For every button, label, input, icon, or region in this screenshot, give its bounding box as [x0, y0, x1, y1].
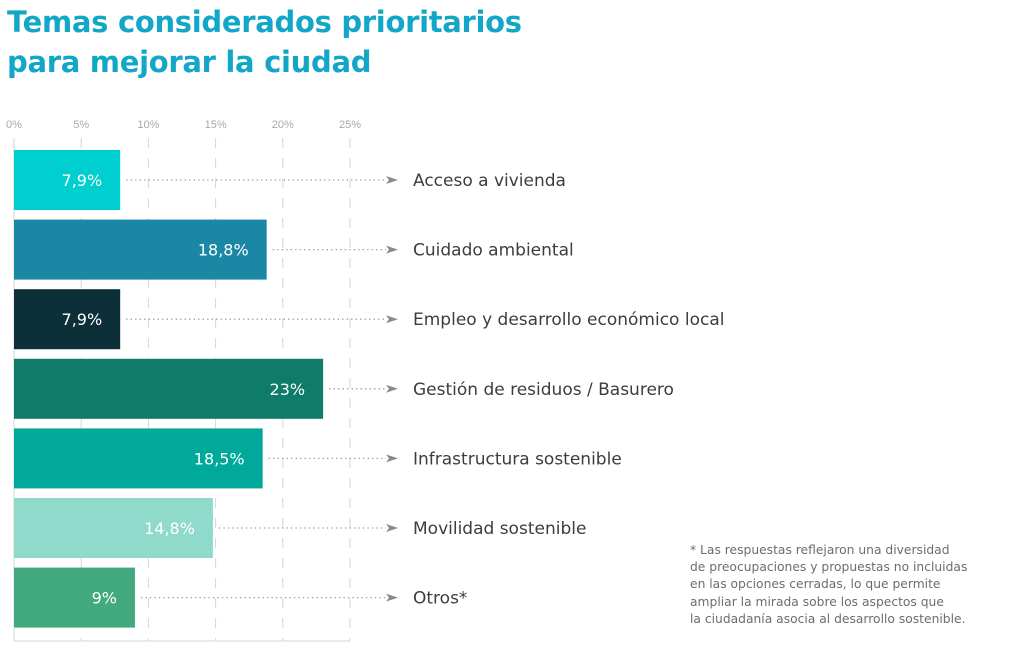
- arrow-icon: [386, 245, 398, 254]
- category-label: Otros*: [413, 589, 467, 609]
- title-line-2: para mejorar la ciudad: [7, 45, 372, 79]
- bar: [14, 567, 135, 628]
- arrow-icon: [386, 524, 398, 532]
- bar-group: 18,5% Infrastructura sostenible: [14, 428, 622, 489]
- category-label: Infrastructura sostenible: [413, 449, 622, 469]
- arrow-icon: [386, 454, 398, 463]
- bar-group: 14,8% Movilidad sostenible: [14, 498, 586, 558]
- category-label: Movilidad sostenible: [413, 519, 586, 539]
- tick-label: 10%: [137, 119, 159, 131]
- axis-tick-labels: 0% 5% 10% 15% 20% 25%: [6, 119, 361, 131]
- title-line-1: Temas considerados prioritarios: [7, 5, 522, 39]
- category-label: Acceso a vivienda: [413, 171, 566, 191]
- value-label: 18,8%: [198, 241, 249, 260]
- category-label: Empleo y desarrollo económico local: [413, 310, 724, 330]
- bar: [14, 428, 263, 489]
- tick-label: 15%: [205, 119, 227, 131]
- arrow-icon: [386, 315, 398, 324]
- value-label: 7,9%: [62, 310, 103, 329]
- bar-group: 7,9% Empleo y desarrollo económico local: [14, 289, 724, 350]
- arrow-icon: [386, 176, 398, 184]
- bar: [14, 150, 121, 210]
- value-label: 7,9%: [62, 171, 103, 190]
- chart-title: Temas considerados prioritarios para mej…: [7, 2, 522, 82]
- bar-group: 7,9% Acceso a vivienda: [14, 150, 566, 210]
- value-label: 14,8%: [144, 519, 195, 538]
- tick-label: 20%: [272, 119, 294, 131]
- tick-label: 5%: [73, 119, 89, 131]
- category-label: Gestión de residuos / Basurero: [413, 380, 674, 400]
- bar-group: 18,8% Cuidado ambiental: [14, 219, 574, 280]
- footnote: * Las respuestas reflejaron una diversid…: [690, 543, 968, 626]
- bars: 7,9% Acceso a vivienda 18,8% Cuidado ambien…: [14, 150, 724, 628]
- bar: [14, 358, 324, 419]
- arrow-icon: [386, 593, 398, 602]
- bar-group: 23% Gestión de residuos / Basurero: [14, 358, 674, 419]
- bar: [14, 498, 213, 558]
- tick-label: 0%: [6, 119, 22, 131]
- arrow-icon: [386, 384, 398, 393]
- value-label: 23%: [270, 380, 306, 399]
- value-label: 18,5%: [194, 449, 245, 468]
- tick-label: 25%: [339, 119, 361, 131]
- bar: [14, 289, 121, 350]
- bar-group: 9% Otros*: [14, 567, 467, 628]
- value-label: 9%: [92, 589, 117, 608]
- bar: [14, 219, 267, 280]
- category-label: Cuidado ambiental: [413, 241, 574, 261]
